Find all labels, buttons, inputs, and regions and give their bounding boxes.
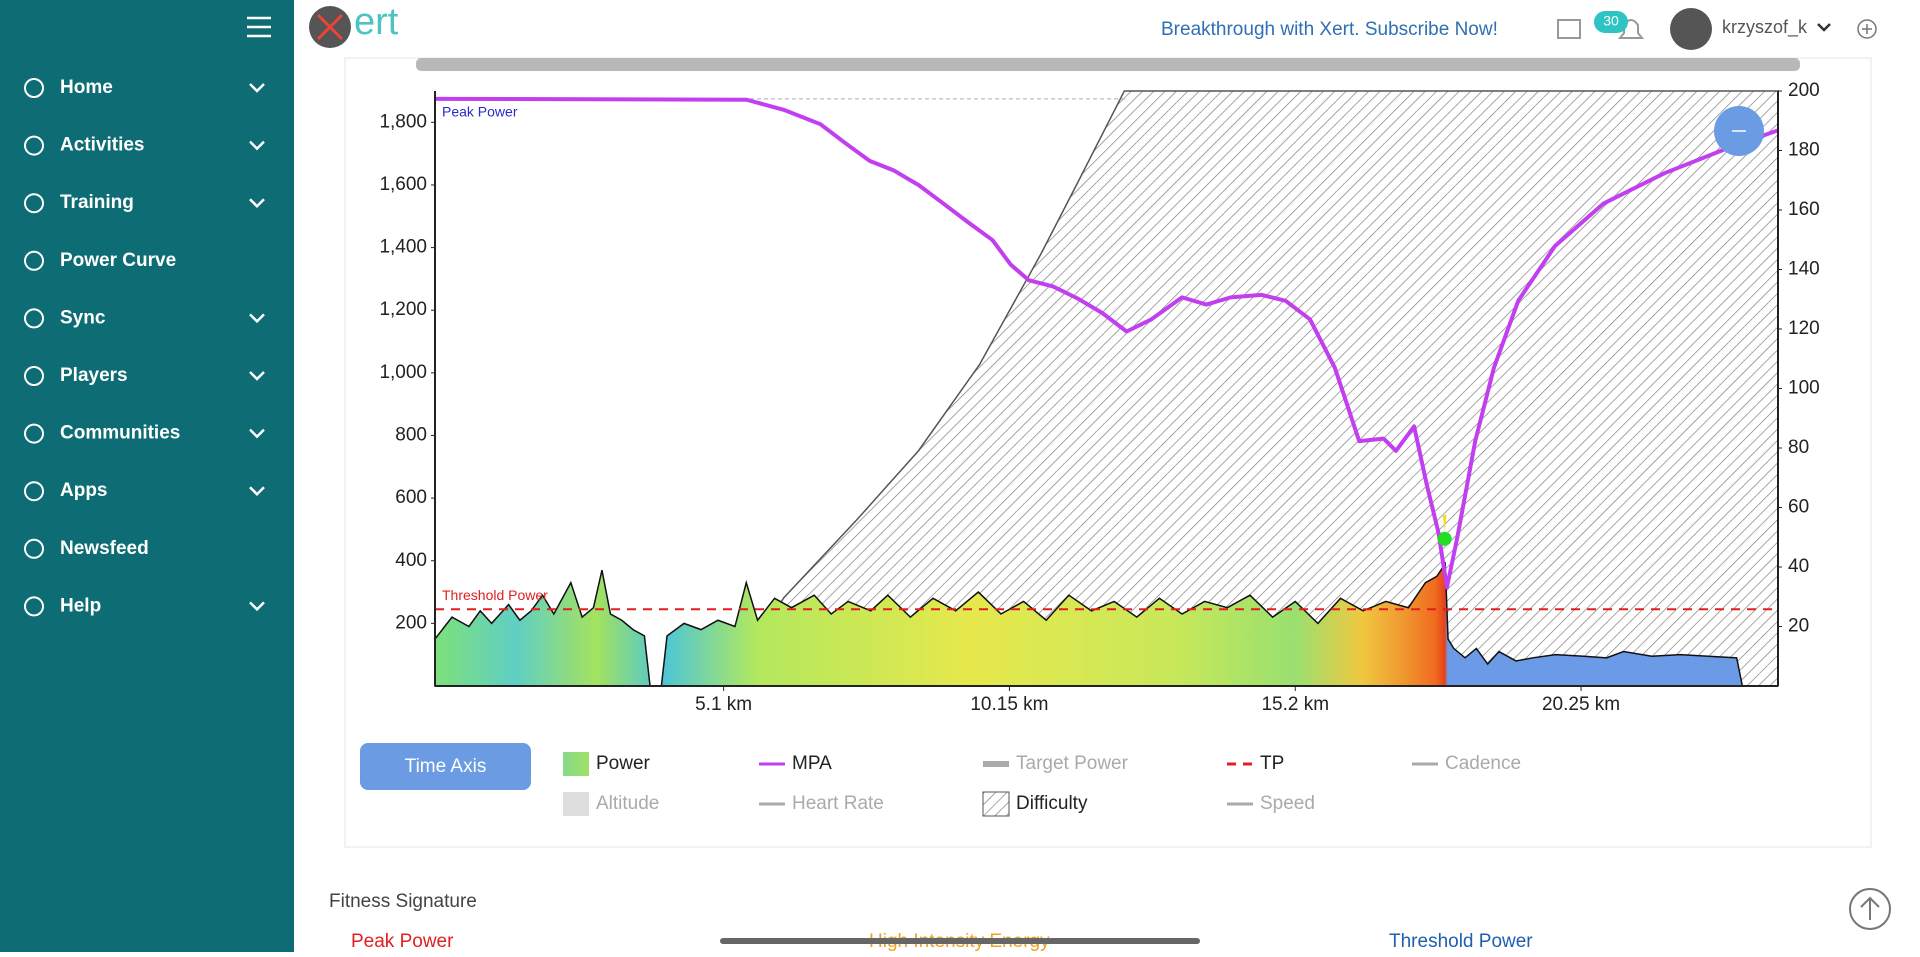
nav-label: Players — [60, 365, 128, 386]
nav-icon — [24, 423, 44, 444]
nav-item[interactable]: Home — [24, 77, 265, 98]
nav-chevron — [249, 83, 265, 93]
nav-item[interactable]: Activities — [24, 135, 265, 156]
nav-chevron — [249, 601, 265, 612]
nav-label: Power Curve — [60, 250, 176, 271]
nav-item[interactable]: Training — [24, 192, 265, 214]
nav-label: Sync — [60, 307, 106, 328]
nav-label: Activities — [60, 135, 144, 156]
nav-item[interactable]: Players — [24, 365, 265, 386]
nav-icon — [24, 481, 44, 502]
nav-icon — [24, 193, 44, 214]
nav-icon — [24, 538, 44, 559]
nav-label: Home — [60, 77, 113, 98]
nav-item[interactable]: Communities — [24, 423, 265, 444]
nav-label: Newsfeed — [60, 538, 149, 559]
nav-item[interactable]: Newsfeed — [24, 538, 149, 559]
nav-chevron — [249, 486, 265, 496]
nav-icon — [24, 250, 44, 271]
nav-label: Help — [60, 595, 101, 616]
nav-item[interactable]: Apps — [24, 480, 265, 502]
nav-icon — [24, 135, 44, 156]
nav-icon — [24, 308, 44, 329]
nav-chevron — [249, 428, 265, 439]
nav-label: Apps — [60, 480, 108, 501]
main — [294, 0, 1920, 952]
sidebar-canvas: Home Activities Training Power Curve Sync Pla… — [24, 16, 271, 617]
nav-chevron — [249, 140, 265, 151]
nav-chevron — [249, 313, 265, 324]
nav-label: Communities — [60, 423, 180, 444]
nav-icon — [24, 596, 44, 617]
nav-item[interactable]: Power Curve — [24, 250, 176, 271]
nav-chevron — [249, 371, 265, 381]
nav-label: Training — [60, 192, 134, 213]
nav-chevron — [249, 198, 265, 208]
nav-icon — [24, 78, 44, 98]
nav-icon — [24, 366, 44, 386]
nav-item[interactable]: Help — [24, 595, 265, 617]
sidebar: Home Activities Training Power Curve Sync Pla… — [0, 0, 294, 952]
hamburger[interactable] — [247, 16, 271, 38]
nav-item[interactable]: Sync — [24, 307, 265, 329]
main-canvas — [294, 0, 1920, 952]
